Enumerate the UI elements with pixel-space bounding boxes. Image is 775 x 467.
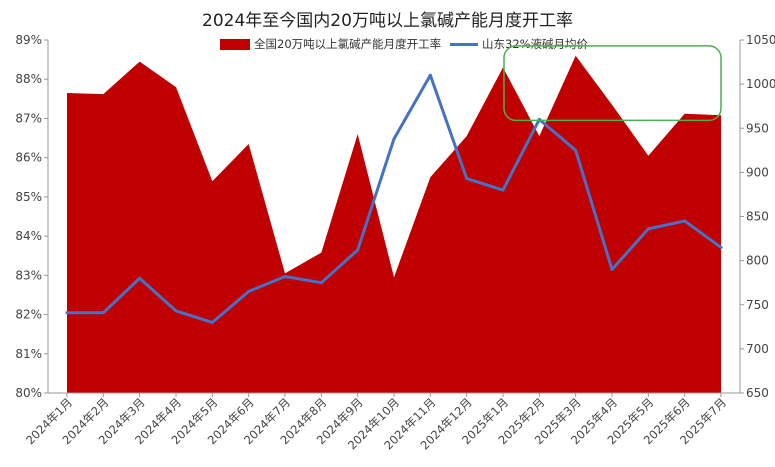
- y-left-tick-label: 86%: [15, 151, 42, 165]
- legend-swatch-area: [220, 38, 250, 50]
- y-left-tick-label: 89%: [15, 33, 42, 47]
- y-left-tick-label: 81%: [15, 347, 42, 361]
- line-point: [392, 137, 396, 141]
- y-left-tick-label: 85%: [15, 190, 42, 204]
- highlight-box: [503, 45, 722, 122]
- line-point: [65, 311, 69, 315]
- y-left-tick-label: 82%: [15, 308, 42, 322]
- y-left-tick-label: 88%: [15, 72, 42, 86]
- line-point: [719, 245, 723, 249]
- line-point: [646, 227, 650, 231]
- line-point: [101, 311, 105, 315]
- y-right-tick-label: 750: [746, 298, 769, 312]
- y-right-tick-label: 950: [746, 121, 769, 135]
- y-right-tick-label: 1050: [746, 33, 775, 47]
- line-point: [501, 188, 505, 192]
- y-left-tick-label: 87%: [15, 111, 42, 125]
- legend-swatch-line: [450, 42, 478, 46]
- line-point: [210, 320, 214, 324]
- chart-title: 2024年至今国内20万吨以上氯碱产能月度开工率: [202, 11, 573, 31]
- y-right-tick-label: 650: [746, 386, 769, 400]
- y-left-tick-label: 80%: [15, 386, 42, 400]
- y-left-tick-label: 84%: [15, 229, 42, 243]
- y-right-tick-label: 850: [746, 210, 769, 224]
- line-point: [319, 281, 323, 285]
- legend-label-operating-rate: 全国20万吨以上氯碱产能月度开工率: [254, 37, 442, 51]
- legend-item-caustic-soda-price: 山东32%液碱月均价: [450, 36, 588, 52]
- line-point: [428, 73, 432, 77]
- y-right-tick-label: 900: [746, 165, 769, 179]
- line-point: [247, 290, 251, 294]
- line-point: [356, 248, 360, 252]
- line-point: [683, 219, 687, 223]
- line-point: [138, 276, 142, 280]
- y-right-tick-label: 700: [746, 342, 769, 356]
- area-series-operating-rate: [67, 55, 721, 393]
- y-right-tick-label: 1000: [746, 77, 775, 91]
- line-point: [610, 267, 614, 271]
- legend-label-caustic-soda-price: 山东32%液碱月均价: [482, 37, 589, 51]
- y-left-tick-label: 83%: [15, 268, 42, 282]
- line-point: [574, 148, 578, 152]
- line-point: [174, 309, 178, 313]
- legend-item-operating-rate: 全国20万吨以上氯碱产能月度开工率: [220, 36, 441, 52]
- line-point: [283, 275, 287, 279]
- y-right-tick-label: 800: [746, 254, 769, 268]
- line-point: [465, 177, 469, 181]
